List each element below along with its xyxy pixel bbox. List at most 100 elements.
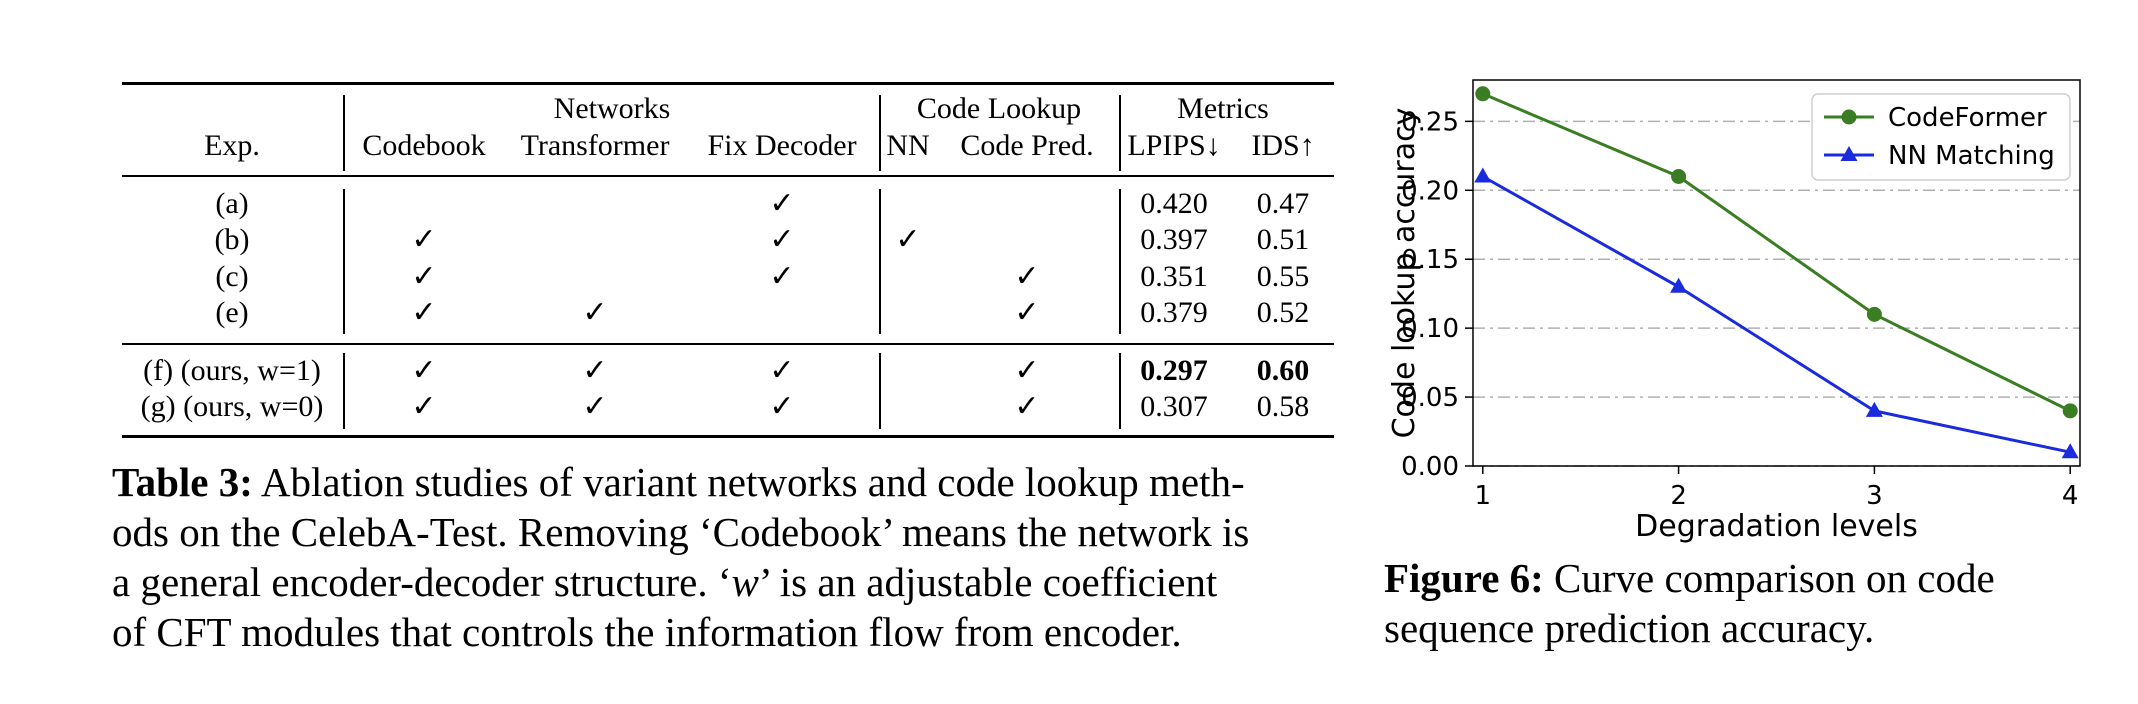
check-icon: ✓ xyxy=(582,354,608,387)
cell-exp: (a) xyxy=(215,187,249,220)
cell-exp: (f) (ours, w=1) xyxy=(143,354,321,387)
table-bottom-rule xyxy=(122,435,1334,438)
check-icon: ✓ xyxy=(411,354,437,387)
legend-box xyxy=(1811,93,2071,181)
table-caption: Table 3: Ablation studies of variant net… xyxy=(112,457,1352,657)
y-tick-label: 0.05 xyxy=(1401,383,1459,413)
check-icon: ✓ xyxy=(769,354,795,387)
col-lpips: LPIPS↓ xyxy=(1127,129,1221,162)
check-icon: ✓ xyxy=(582,296,608,329)
group-code-lookup: Code Lookup xyxy=(916,92,1082,125)
cell-ids: 0.55 xyxy=(1256,260,1310,293)
cell-lpips: 0.397 xyxy=(1140,223,1208,256)
cell-lpips: 0.351 xyxy=(1140,260,1208,293)
table-caption-var-w: w xyxy=(731,559,759,605)
cell-ids: 0.58 xyxy=(1256,390,1310,423)
check-icon: ✓ xyxy=(769,390,795,423)
figure-caption-text-1: Curve comparison on code xyxy=(1554,555,1995,601)
check-icon: ✓ xyxy=(1014,296,1040,329)
plot-frame xyxy=(1472,79,2081,467)
x-tick-label: 1 xyxy=(1475,481,1492,511)
table-vline-3c xyxy=(1119,353,1121,429)
y-tick-label: 0.10 xyxy=(1401,314,1459,344)
table-vline-1c xyxy=(343,353,345,429)
cell-ids: 0.51 xyxy=(1256,223,1310,256)
table-caption-text-3a: a general encoder-decoder structure. ‘ xyxy=(112,559,732,605)
check-icon: ✓ xyxy=(769,187,795,220)
table-vline-2b xyxy=(879,189,881,334)
table-caption-line-4: of CFT modules that controls the informa… xyxy=(112,609,1182,655)
check-icon: ✓ xyxy=(769,260,795,293)
check-icon: ✓ xyxy=(895,223,921,256)
figure-caption-label: Figure 6: xyxy=(1384,555,1544,601)
table-caption-label: Table 3: xyxy=(112,459,253,505)
cell-exp: (g) (ours, w=0) xyxy=(140,390,324,423)
table-caption-text-3b: ’ is an adjustable coefficient xyxy=(758,559,1218,605)
check-icon: ✓ xyxy=(411,260,437,293)
y-tick-label: 0.20 xyxy=(1401,176,1459,206)
series-line xyxy=(1482,92,2071,413)
data-point xyxy=(1670,277,1688,293)
data-point xyxy=(2062,403,2078,419)
table-caption-text-1: Ablation studies of variant networks and… xyxy=(260,459,1245,505)
data-point xyxy=(1474,167,1492,183)
data-point xyxy=(1671,169,1687,184)
table-group-rule xyxy=(122,343,1334,345)
cell-lpips: 0.297 xyxy=(1140,354,1208,387)
x-tick-label: 3 xyxy=(1866,481,1883,511)
check-icon: ✓ xyxy=(411,390,437,423)
table-vline-1 xyxy=(343,95,345,171)
check-icon: ✓ xyxy=(769,223,795,256)
data-point xyxy=(1866,306,1882,322)
cell-lpips: 0.307 xyxy=(1140,390,1208,423)
table-vline-1b xyxy=(343,189,345,334)
cell-ids: 0.47 xyxy=(1256,187,1310,220)
legend-marker xyxy=(1840,146,1858,161)
x-tick-label: 4 xyxy=(2062,481,2079,511)
data-point xyxy=(1865,401,1883,417)
cell-lpips: 0.379 xyxy=(1140,296,1208,329)
cell-lpips: 0.420 xyxy=(1140,187,1208,220)
check-icon: ✓ xyxy=(582,390,608,423)
figure-caption: Figure 6: Curve comparison on code seque… xyxy=(1384,553,2124,653)
legend-label: CodeFormer xyxy=(1888,103,2047,133)
check-icon: ✓ xyxy=(1014,260,1040,293)
check-icon: ✓ xyxy=(1014,390,1040,423)
check-icon: ✓ xyxy=(411,296,437,329)
figure-caption-line-2: sequence prediction accuracy. xyxy=(1384,605,1875,651)
table-vline-2 xyxy=(879,95,881,171)
cell-exp: (e) xyxy=(215,296,249,329)
cell-ids: 0.60 xyxy=(1256,354,1310,387)
col-transformer: Transformer xyxy=(520,129,670,162)
table-caption-line-3: a general encoder-decoder structure. ‘w’… xyxy=(112,557,1352,607)
cell-exp: (c) xyxy=(215,260,249,293)
check-icon: ✓ xyxy=(411,223,437,256)
group-networks: Networks xyxy=(553,92,671,125)
table-header-rule xyxy=(122,175,1334,177)
ablation-table: Networks Code Lookup Metrics Exp. Codebo… xyxy=(122,82,1334,442)
series-line xyxy=(1482,175,2071,454)
legend-marker xyxy=(1841,109,1857,125)
legend-label: NN Matching xyxy=(1888,141,2055,171)
check-icon: ✓ xyxy=(1014,354,1040,387)
table-vline-3 xyxy=(1119,95,1121,171)
y-tick-label: 0.00 xyxy=(1401,452,1459,482)
data-point xyxy=(2061,443,2079,459)
table-vline-3b xyxy=(1119,189,1121,334)
col-fix-decoder: Fix Decoder xyxy=(707,129,857,162)
col-codebook: Codebook xyxy=(362,129,486,162)
table-caption-line-2: ods on the CelebA-Test. Removing ‘Codebo… xyxy=(112,509,1250,555)
col-ids: IDS↑ xyxy=(1251,129,1315,162)
x-tick-label: 2 xyxy=(1670,481,1687,511)
data-point xyxy=(1475,86,1491,102)
y-axis-label: Code lookup accuracy xyxy=(1387,108,1422,439)
x-axis-label: Degradation levels xyxy=(1635,509,1918,544)
col-nn: NN xyxy=(886,129,930,162)
cell-ids: 0.52 xyxy=(1256,296,1310,329)
table-caption-line-1: Table 3: Ablation studies of variant net… xyxy=(112,457,1352,507)
table-vline-2c xyxy=(879,353,881,429)
col-code-pred: Code Pred. xyxy=(960,129,1094,162)
group-metrics: Metrics xyxy=(1177,92,1269,125)
table-top-rule xyxy=(122,82,1334,85)
